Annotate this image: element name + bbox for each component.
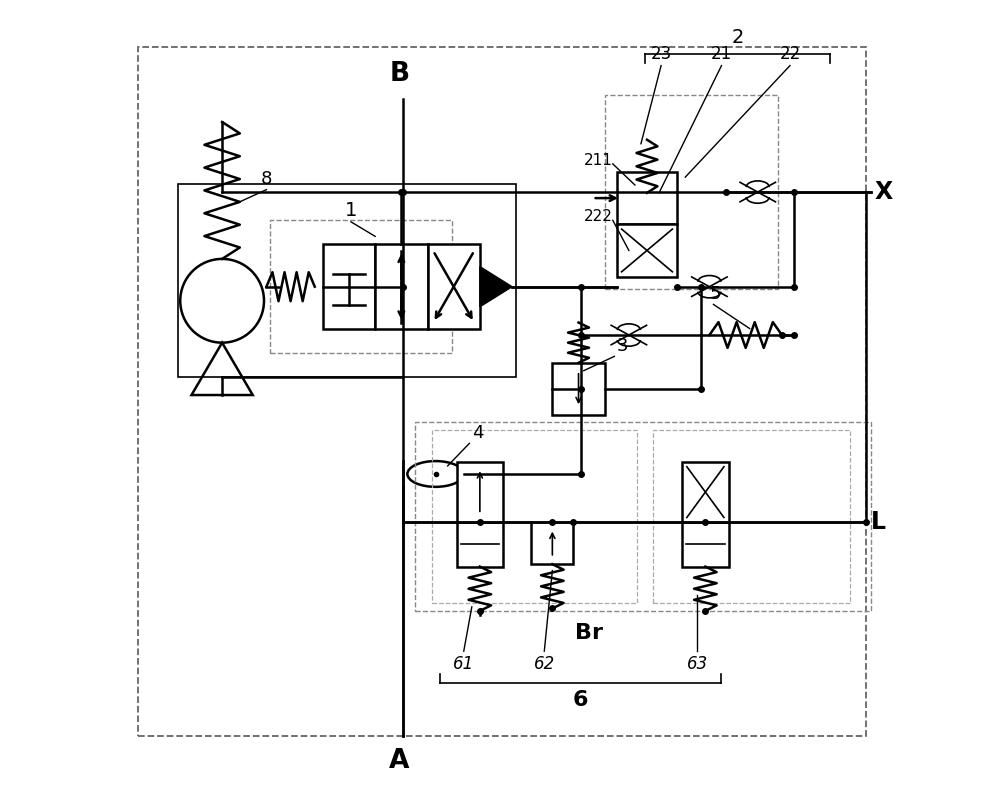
Bar xyxy=(653,430,850,603)
Bar xyxy=(457,522,503,567)
Text: 1: 1 xyxy=(345,201,357,221)
Text: 62: 62 xyxy=(534,655,555,673)
Bar xyxy=(375,244,428,329)
Text: 63: 63 xyxy=(687,655,708,673)
Text: 5: 5 xyxy=(709,285,721,303)
Bar xyxy=(323,244,375,329)
Text: 61: 61 xyxy=(453,655,474,673)
Text: L: L xyxy=(871,510,886,534)
Bar xyxy=(617,172,677,225)
Text: 2: 2 xyxy=(731,28,744,47)
Bar xyxy=(457,462,503,522)
Text: 8: 8 xyxy=(261,170,272,188)
Bar xyxy=(605,96,778,289)
Bar xyxy=(415,422,871,611)
Text: Br: Br xyxy=(575,623,603,643)
Polygon shape xyxy=(480,267,512,307)
Bar xyxy=(682,462,729,522)
Bar xyxy=(617,225,677,277)
Text: B: B xyxy=(389,62,409,88)
Text: 4: 4 xyxy=(472,423,483,442)
Bar xyxy=(432,430,637,603)
Bar xyxy=(270,221,452,353)
Text: 22: 22 xyxy=(779,45,801,63)
Text: 23: 23 xyxy=(650,45,672,63)
Text: 222: 222 xyxy=(584,209,613,225)
Text: A: A xyxy=(389,748,410,774)
Text: 211: 211 xyxy=(584,153,613,168)
Bar xyxy=(178,184,516,377)
Text: 3: 3 xyxy=(617,337,628,354)
Bar xyxy=(138,47,866,736)
Text: 21: 21 xyxy=(711,45,732,63)
Text: 6: 6 xyxy=(573,690,588,710)
Text: X: X xyxy=(875,180,893,204)
Bar xyxy=(428,244,480,329)
Bar xyxy=(682,522,729,567)
Bar xyxy=(531,522,573,564)
Bar xyxy=(552,363,605,415)
Ellipse shape xyxy=(407,461,464,487)
